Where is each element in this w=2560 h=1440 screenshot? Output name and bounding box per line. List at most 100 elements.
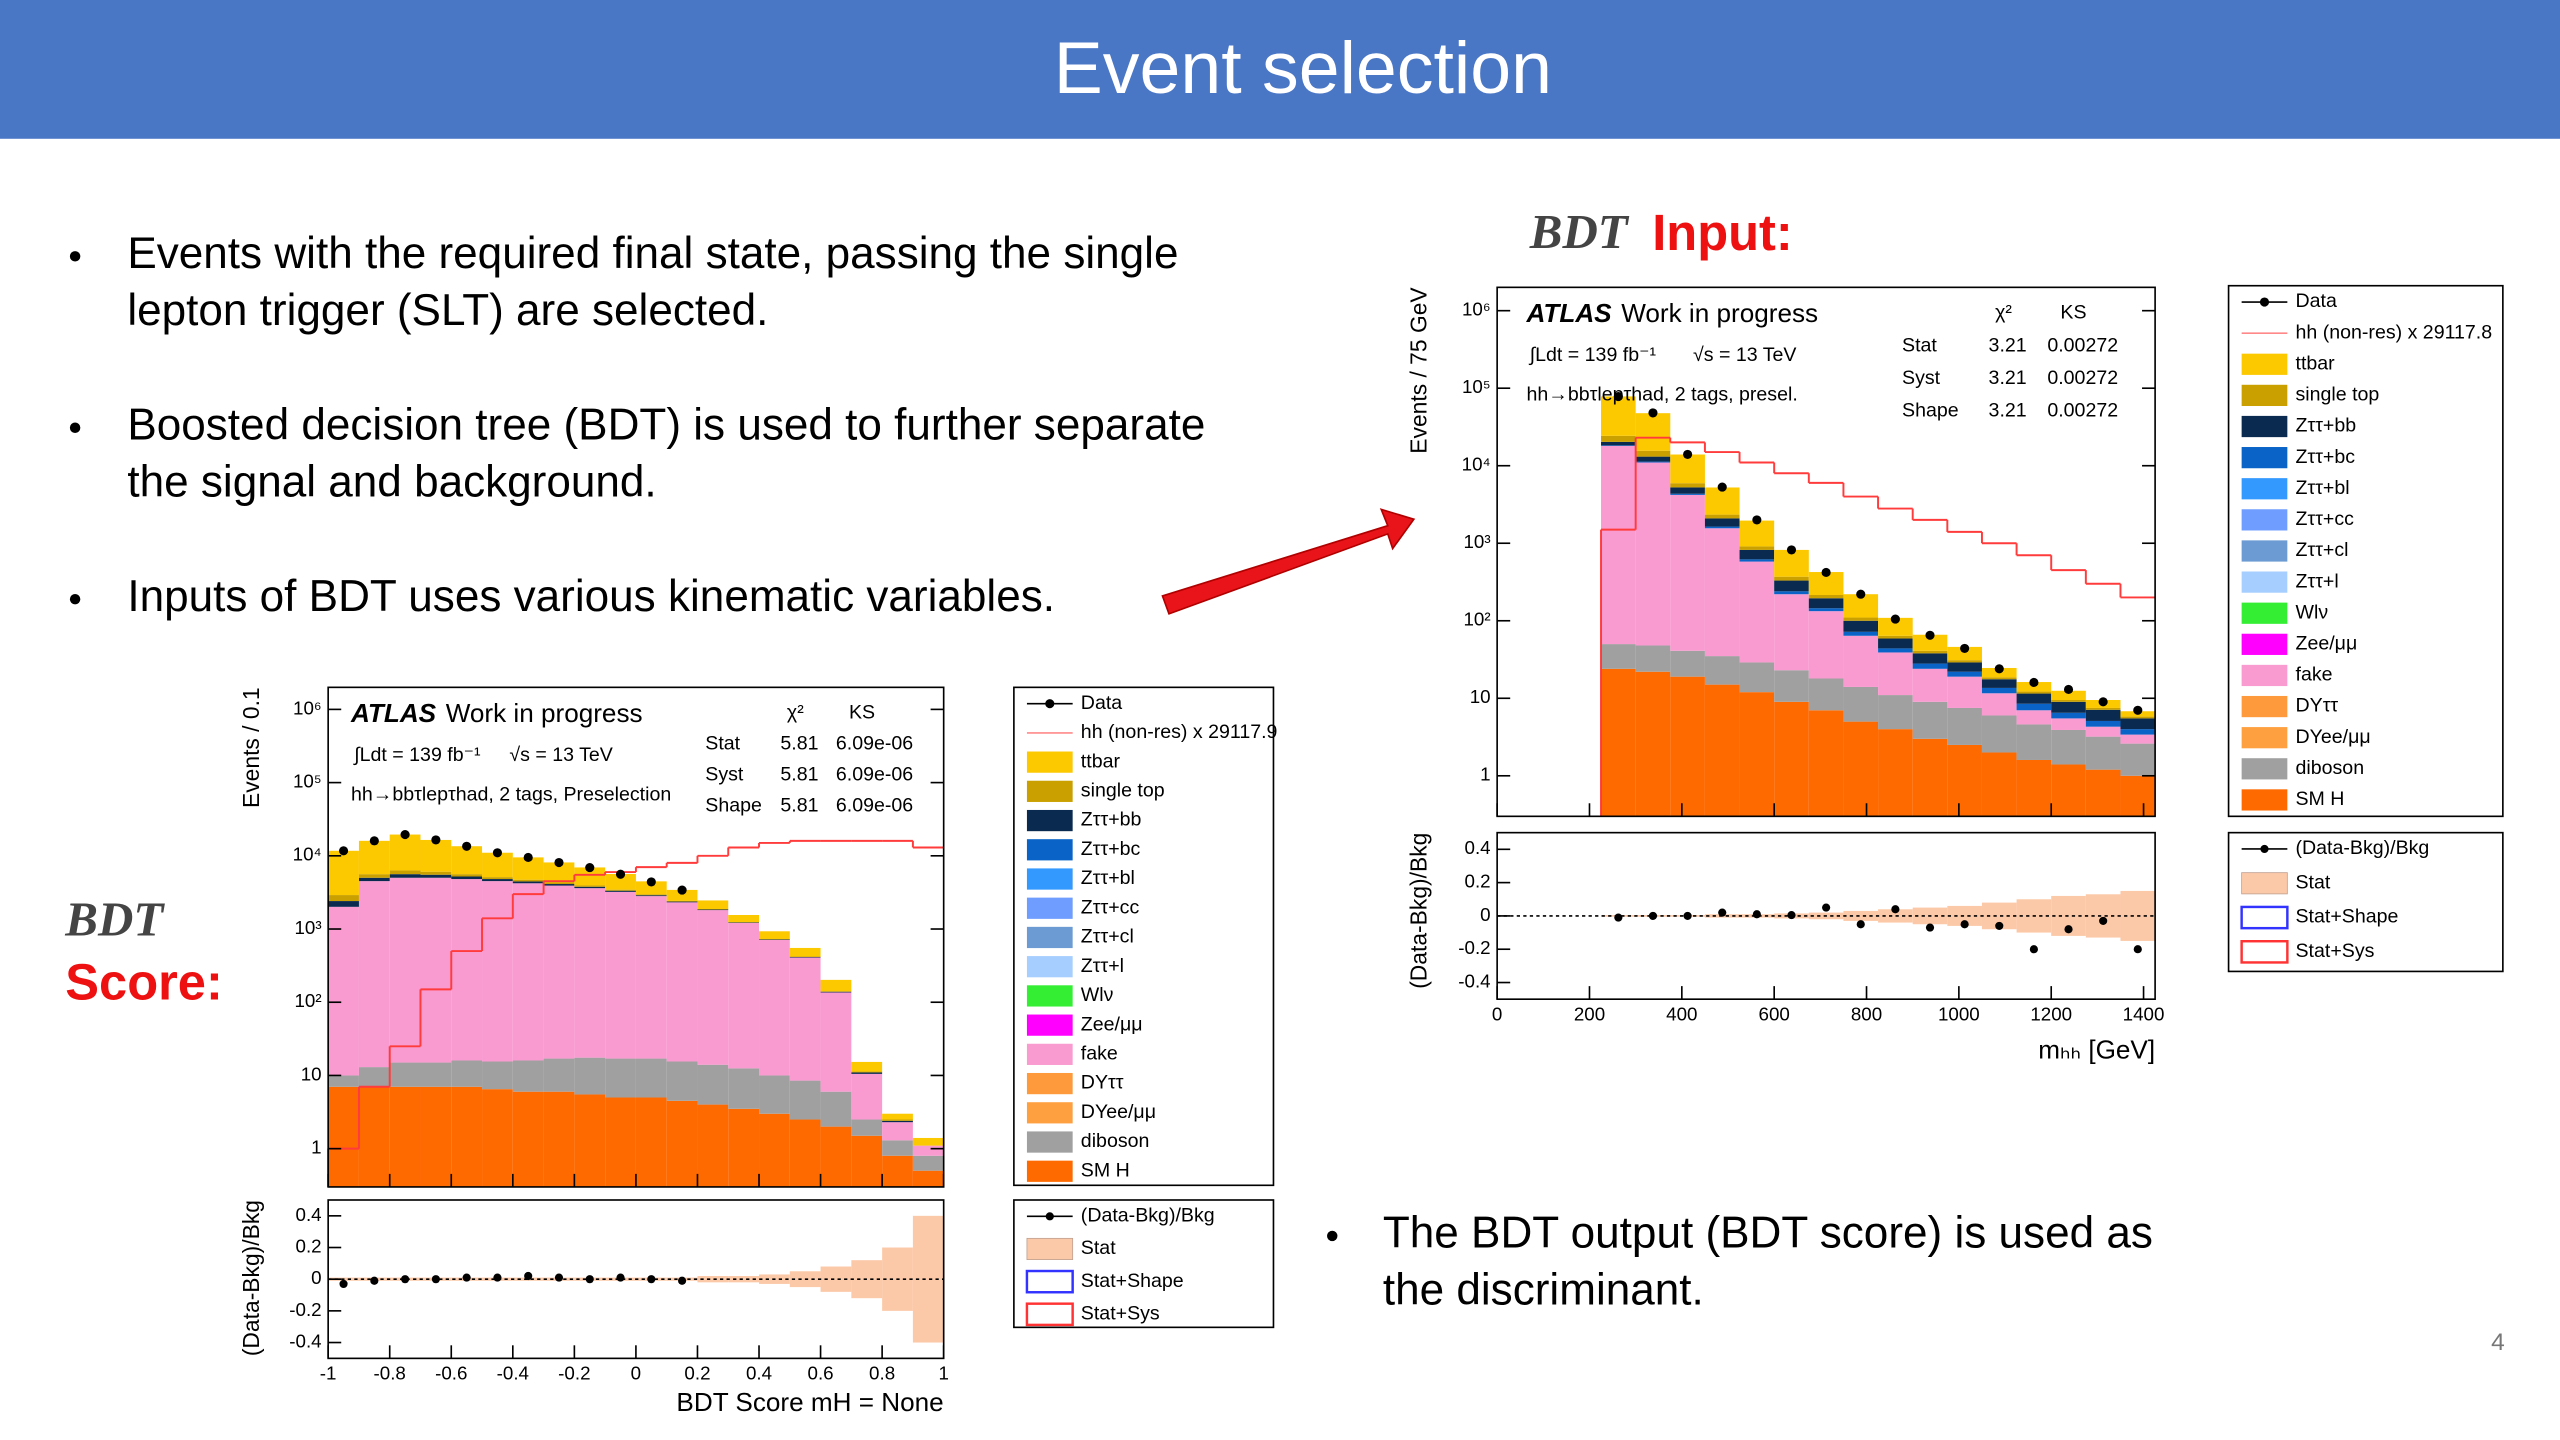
data-point — [1994, 664, 2004, 674]
x-tick-label: 800 — [1851, 1003, 1882, 1024]
stack-bar — [1704, 514, 1740, 519]
stats-header: χ² — [1995, 302, 2012, 324]
stack-bar — [1739, 549, 1775, 560]
stack-bar — [728, 922, 760, 1069]
stack-bar — [1912, 738, 1948, 817]
stack-bar — [1878, 652, 1913, 696]
stack-bar — [574, 1094, 606, 1187]
stack-bar — [2051, 701, 2086, 713]
stack-bar — [1774, 670, 1809, 702]
stack-bar — [1704, 518, 1740, 527]
y-tick-label: 10⁴ — [1462, 454, 1491, 475]
stack-bar — [728, 914, 760, 923]
bullet-text: Boosted decision tree (BDT) is used to f… — [127, 400, 1205, 449]
atlas-status: Work in progress — [1621, 298, 1818, 328]
stack-bar — [1635, 450, 1671, 457]
stack-bar — [1704, 684, 1740, 817]
stack-bar — [1601, 435, 1636, 442]
stack-bar — [2051, 712, 2086, 719]
x-tick-label: 1 — [938, 1363, 948, 1384]
stack-bar — [635, 1097, 667, 1187]
stack-bar — [1947, 744, 1982, 817]
legend-label: fake — [1081, 1043, 1118, 1065]
legend-swatch — [2240, 905, 2289, 930]
stack-bar — [1774, 594, 1809, 671]
data-point — [1960, 643, 1970, 653]
stack-bar — [635, 894, 667, 896]
stats-cell: 6.09e-06 — [836, 764, 913, 786]
data-point — [1890, 614, 1900, 624]
stack-bar — [389, 870, 421, 875]
stats-cell: Stat — [705, 733, 740, 755]
data-point — [2133, 705, 2143, 715]
y-tick-label: 10⁵ — [293, 771, 322, 792]
stack-bar — [666, 1100, 698, 1187]
stack-bar — [1670, 454, 1705, 484]
legend-label: Zττ+cc — [2296, 508, 2355, 530]
stack-bar — [389, 834, 421, 871]
stack-bar — [2016, 724, 2052, 760]
stack-bar — [512, 881, 544, 884]
stack-bar — [389, 1086, 421, 1187]
bullet-text: Inputs of BDT uses various kinematic var… — [127, 572, 1055, 621]
legend-swatch — [1026, 956, 1073, 978]
legend-label: hh (non-res) x 29117.9 — [1081, 721, 1278, 743]
stack-bar — [1670, 487, 1705, 494]
stack-bar — [697, 900, 729, 910]
stack-bar — [574, 1057, 606, 1095]
stack-bar — [635, 896, 667, 1059]
legend-swatch — [2241, 384, 2288, 407]
bullet-dot — [1327, 1230, 1338, 1242]
stats-header: χ² — [787, 702, 804, 724]
legend-label: Stat+Shape — [1081, 1270, 1184, 1292]
stack-bar — [1947, 660, 1982, 663]
legend-swatch — [2241, 571, 2288, 593]
stack-bar — [1843, 686, 1879, 722]
legend-label: Stat — [1081, 1237, 1116, 1259]
stack-bar — [2051, 718, 2086, 730]
stack-bar — [1601, 396, 1636, 436]
stack-bar — [1843, 617, 1879, 621]
legend-swatch — [1026, 985, 1073, 1007]
stack-bar — [1981, 693, 2017, 716]
legend-label: Zee/μμ — [2296, 633, 2358, 655]
stack-bar — [1947, 707, 1982, 745]
stack-bar — [1635, 456, 1671, 462]
stack-bar — [328, 906, 359, 1076]
stack-bar — [1981, 715, 2017, 753]
stack-bar — [759, 939, 790, 1076]
data-point — [677, 885, 687, 895]
stack-bar — [759, 1113, 790, 1187]
legend-swatch — [2241, 758, 2288, 780]
legend-swatch — [2241, 602, 2288, 624]
ratio-point — [1822, 903, 1831, 912]
y-axis-label: Events / 0.1 — [238, 687, 264, 808]
stats-cell: 3.21 — [1989, 367, 2027, 389]
stack-bar — [635, 895, 667, 897]
stack-bar — [543, 882, 575, 885]
stack-bar — [635, 1058, 667, 1098]
stack-bar — [605, 873, 636, 890]
energy-label: √s = 13 TeV — [1693, 344, 1796, 366]
stack-bar — [389, 877, 421, 1063]
x-axis-label: mₕₕ [GeV] — [2038, 1034, 2155, 1064]
legend-swatch — [2241, 872, 2288, 895]
data-point — [1821, 567, 1831, 578]
ratio-point — [2064, 925, 2073, 934]
x-tick-label: -0.2 — [558, 1363, 590, 1384]
page-number: 4 — [2491, 1329, 2505, 1356]
stack-bar — [1912, 650, 1948, 654]
ratio-point — [401, 1275, 410, 1284]
y-tick-label: 10⁶ — [1462, 299, 1491, 320]
stack-bar — [851, 1072, 883, 1074]
stack-bar — [912, 1155, 944, 1171]
ratio-y-axis-label: (Data-Bkg)/Bkg — [1405, 833, 1431, 989]
stack-bar — [451, 879, 483, 1061]
stats-cell: 6.09e-06 — [836, 795, 913, 817]
stack-bar — [789, 956, 821, 958]
x-tick-label: 0 — [1492, 1003, 1502, 1024]
lumi-label: ∫Ldt = 139 fb⁻¹ — [353, 744, 481, 766]
legend-label: Zττ+bc — [2296, 446, 2356, 468]
